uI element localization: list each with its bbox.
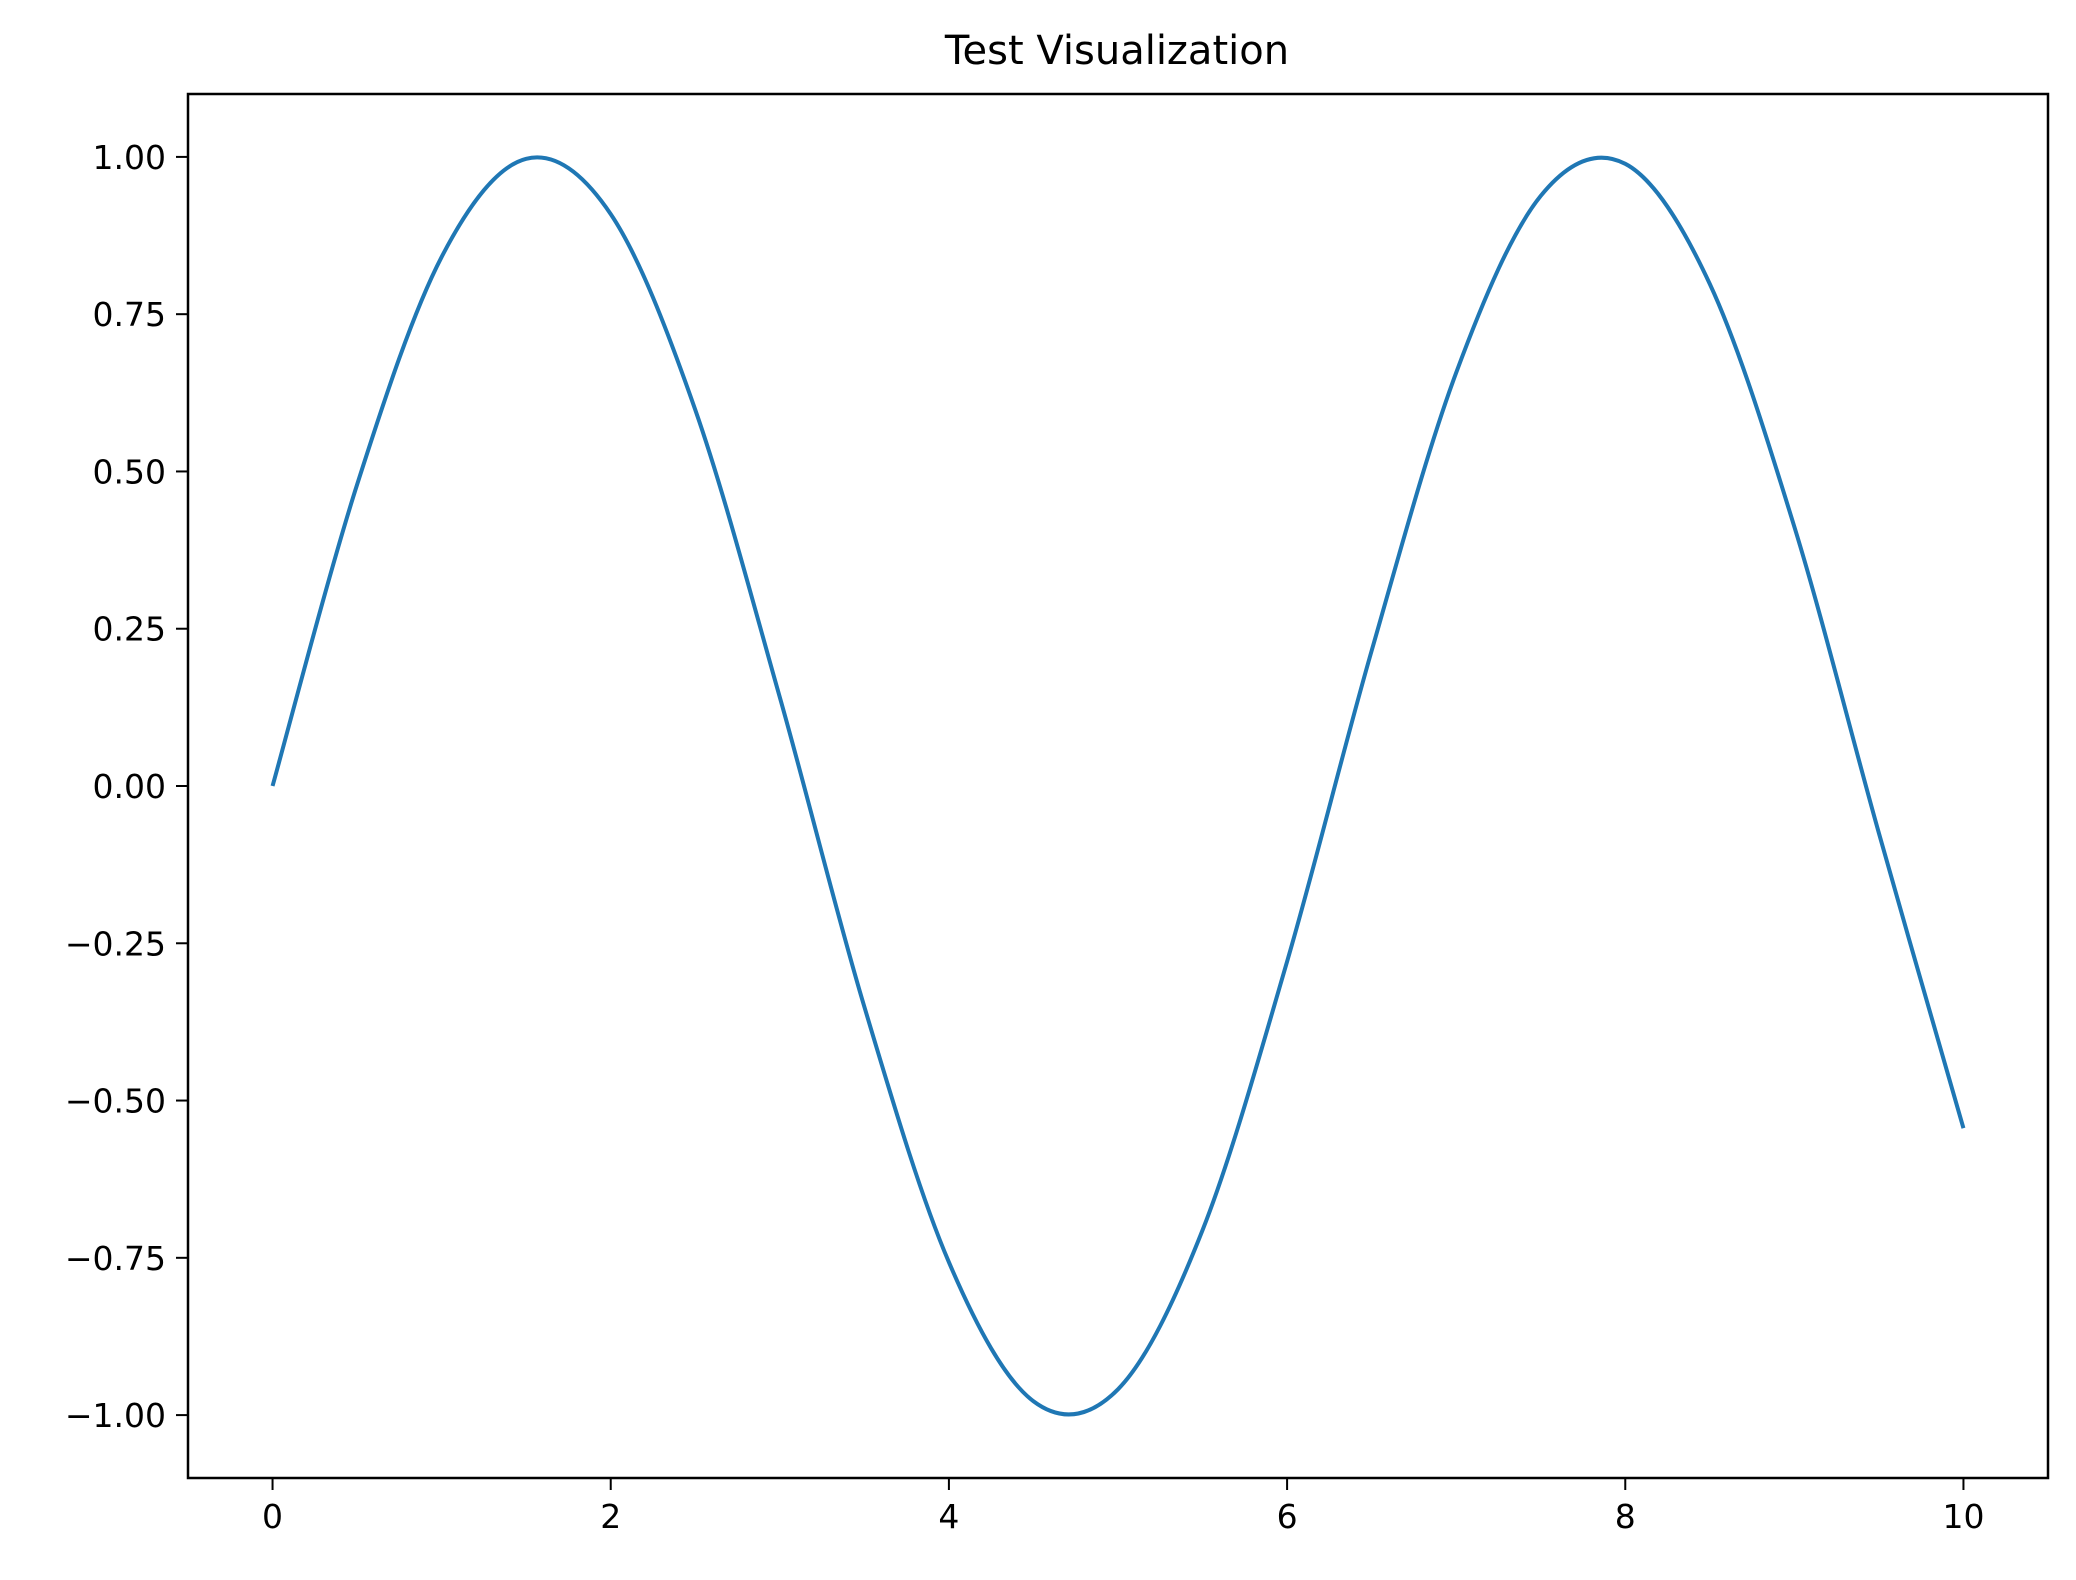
series-layer (270, 155, 1966, 1417)
y-tick-label: −0.75 (65, 1239, 166, 1278)
axes-frame (186, 92, 2050, 1480)
y-tick-label: 0.75 (93, 295, 166, 334)
y-axis: 1.00 0.75 0.50 0.25 0.00 −0.25 −0.50 −0.75 −1.00 (65, 138, 188, 1435)
x-axis: 0 2 4 6 8 10 (262, 1478, 1984, 1536)
x-tick-label: 4 (938, 1497, 959, 1536)
y-tick-label: −1.00 (65, 1396, 166, 1435)
x-tick-label: 6 (1277, 1497, 1298, 1536)
y-tick-label: 0.50 (93, 452, 166, 491)
x-tick-label: 0 (262, 1497, 283, 1536)
y-tick-label: 0.00 (93, 767, 166, 806)
series-line (270, 155, 1966, 1417)
y-tick-label: −0.25 (65, 924, 166, 963)
x-tick-label: 10 (1942, 1497, 1984, 1536)
y-tick-label: 1.00 (93, 138, 166, 177)
x-tick-label: 2 (600, 1497, 621, 1536)
y-tick-label: −0.50 (65, 1082, 166, 1121)
x-tick-label: 8 (1615, 1497, 1636, 1536)
chart-title: Test Visualization (944, 28, 1289, 74)
y-tick-label: 0.25 (93, 610, 166, 649)
